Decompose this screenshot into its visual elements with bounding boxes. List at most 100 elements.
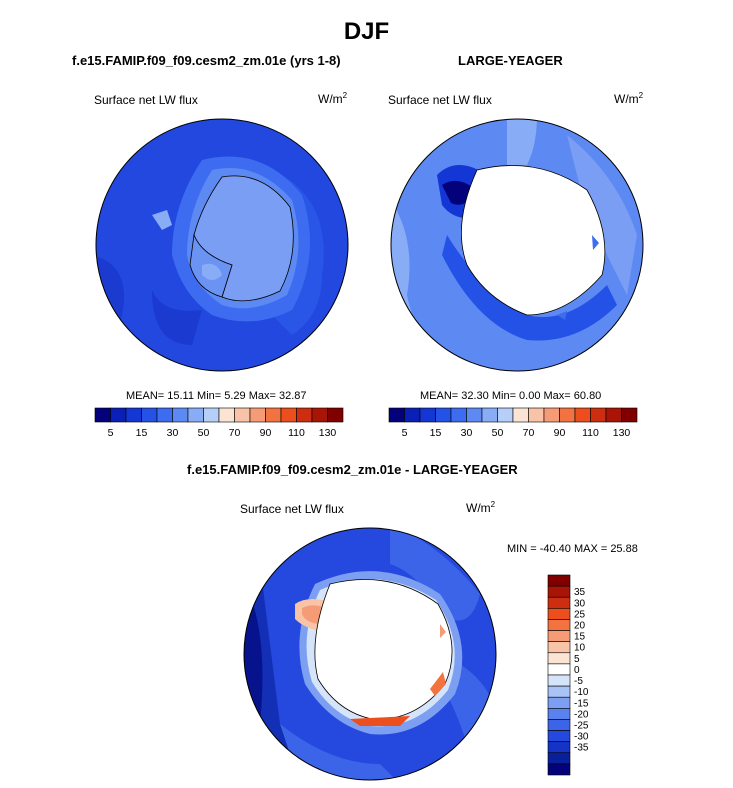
panel-3-variable-label: Surface net LW flux [240,502,344,516]
colorbar-tick-label: 110 [288,427,305,439]
colorbar-swatch [218,407,235,423]
colorbar-swatch [547,752,571,765]
colorbar-tick-label: 15 [136,427,148,439]
colorbar-swatch [311,407,328,423]
colorbar-swatch [327,407,344,423]
colorbar-swatch [234,407,251,423]
colorbar-swatch [574,407,591,423]
panel-1-variable-label: Surface net LW flux [94,93,198,107]
colorbar-tick-label: -25 [574,721,589,732]
colorbar-swatch [280,407,297,423]
panel-3-units: W/m2 [466,500,496,515]
colorbar-tick-label: 35 [574,587,586,598]
colorbar-tick-label: 5 [108,427,114,439]
colorbar-tick-label: 110 [582,427,599,439]
panel-2-stats: MEAN= 32.30 Min= 0.00 Max= 60.80 [420,390,602,402]
colorbar-swatch [547,619,571,631]
panel-3-title: f.e15.FAMIP.f09_f09.cesm2_zm.01e - LARGE… [187,462,518,477]
colorbar-swatch [547,708,571,720]
colorbar-swatch [466,407,483,423]
colorbar-swatch [621,407,638,423]
colorbar-tick-label: 10 [574,643,586,654]
colorbar-swatch [512,407,529,423]
colorbar-tick-label: 70 [523,427,535,439]
colorbar-swatch [547,630,571,642]
colorbar-swatch [419,407,436,423]
colorbar-swatch [404,407,421,423]
colorbar-swatch [547,730,571,742]
colorbar-swatch [450,407,467,423]
panel-2-colorbar: 5 15 30 50 70 90 110 130 [388,407,638,439]
colorbar-tick-label: -15 [574,698,589,709]
panel-2-polar-map [390,118,644,372]
colorbar-tick-label: 15 [574,632,586,643]
colorbar-tick-label: 25 [574,609,586,620]
colorbar-swatch [547,574,571,587]
colorbar-swatch [94,407,111,423]
colorbar-swatch [141,407,158,423]
panel-3-polar-map [243,527,497,781]
panel-3-stats: MIN = -40.40 MAX = 25.88 [507,543,638,555]
colorbar-swatch [547,608,571,620]
colorbar-tick-label: 30 [461,427,473,439]
colorbar-swatch [547,652,571,665]
colorbar-swatch [265,407,282,423]
colorbar-swatch [481,407,498,423]
colorbar-swatch [559,407,576,423]
colorbar-tick-label: 0 [574,665,580,676]
panel-2-variable-label: Surface net LW flux [388,93,492,107]
colorbar-tick-label: 30 [574,598,586,609]
colorbar-tick-label: -30 [574,732,589,743]
colorbar-swatch [605,407,622,423]
panel-1-polar-map [95,118,349,372]
colorbar-swatch [203,407,220,423]
colorbar-tick-label: -10 [574,687,589,698]
panel-1-title: f.e15.FAMIP.f09_f09.cesm2_zm.01e (yrs 1-… [72,53,341,68]
colorbar-tick-label: 20 [574,621,586,632]
colorbar-tick-label: 90 [554,427,566,439]
panel-2-units: W/m2 [614,91,644,106]
colorbar-tick-label: -20 [574,709,589,720]
panel-1-stats: MEAN= 15.11 Min= 5.29 Max= 32.87 [126,390,307,402]
colorbar-tick-label: 50 [492,427,504,439]
colorbar-swatch [156,407,173,423]
colorbar-tick-label: 50 [198,427,210,439]
colorbar-swatch [547,674,571,687]
colorbar-swatch [110,407,127,423]
colorbar-swatch [187,407,204,423]
colorbar-swatch [543,407,560,423]
colorbar-swatch [547,641,571,654]
colorbar-swatch [528,407,545,423]
colorbar-tick-label: 5 [402,427,408,439]
colorbar-swatch [125,407,142,423]
panel-2-title: LARGE-YEAGER [458,53,563,68]
colorbar-tick-label: 30 [167,427,179,439]
colorbar-tick-label: 5 [574,654,580,665]
colorbar-tick-label: 15 [430,427,442,439]
figure-title: DJF [343,18,390,45]
colorbar-swatch [547,685,571,698]
colorbar-swatch [590,407,607,423]
colorbar-tick-label: 130 [319,427,337,439]
colorbar-swatch [547,719,571,731]
colorbar-swatch [435,407,452,423]
colorbar-swatch [547,763,571,776]
colorbar-swatch [547,741,571,754]
colorbar-swatch [172,407,189,423]
colorbar-tick-label: -5 [574,676,583,687]
colorbar-swatch [497,407,514,423]
colorbar-swatch [547,585,571,598]
colorbar-swatch [547,596,571,609]
colorbar-swatch [296,407,313,423]
colorbar-tick-label: 130 [613,427,631,439]
colorbar-tick-label: -35 [574,743,589,754]
panel-1-colorbar: 5 15 30 50 70 90 110 130 [94,407,344,439]
colorbar-swatch [547,663,571,676]
colorbar-swatch [388,407,405,423]
colorbar-tick-label: 90 [260,427,272,439]
colorbar-swatch [547,696,571,709]
colorbar-tick-label: 70 [229,427,241,439]
panel-1-units: W/m2 [318,91,348,106]
colorbar-swatch [249,407,266,423]
